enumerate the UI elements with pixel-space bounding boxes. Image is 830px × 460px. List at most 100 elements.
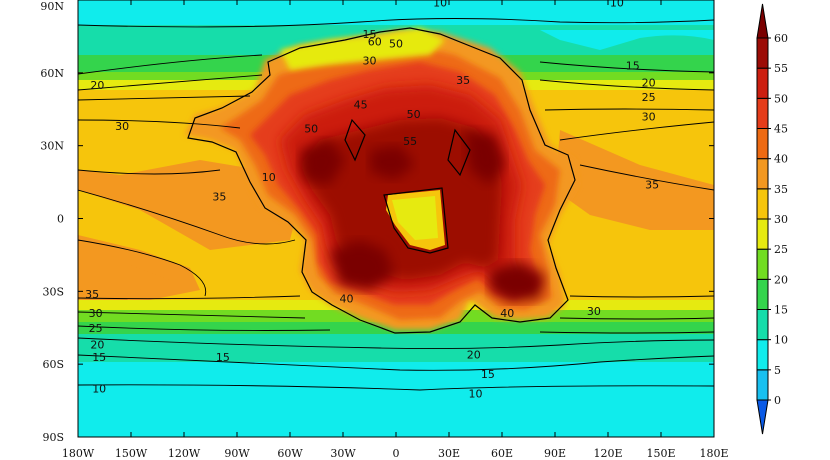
colorbar-label: 25 <box>774 243 788 256</box>
contour-label-text: 15 <box>92 351 106 364</box>
contour-label-text: 20 <box>90 339 104 352</box>
x-tick-label: 90W <box>224 447 250 460</box>
contour-label-text: 40 <box>340 293 354 306</box>
contour-label-text: 10 <box>262 171 276 184</box>
contour-label: 35 <box>85 288 99 301</box>
contour-label: 40 <box>340 293 354 306</box>
colorbar-swatch <box>756 278 769 311</box>
colorbar-label: 30 <box>774 213 788 226</box>
x-tick-label: 60W <box>277 447 303 460</box>
colorbar-lower-extension <box>756 399 769 435</box>
contour-label: 30 <box>115 120 129 133</box>
x-tick-label: 60E <box>491 447 513 460</box>
contour-label-text: 35 <box>212 191 226 204</box>
contour-label-text: 50 <box>407 108 421 121</box>
contour-label: 30 <box>89 307 103 320</box>
contour-label-text: 45 <box>354 98 368 111</box>
colorbar-label: 15 <box>774 304 788 317</box>
colorbar-upper-extension <box>756 3 769 39</box>
x-tick-label: 150E <box>646 447 675 460</box>
x-tick-label: 180E <box>699 447 728 460</box>
contour-label: 30 <box>642 111 656 124</box>
contour-label-text: 40 <box>500 307 514 320</box>
colorbar-swatch <box>756 158 769 190</box>
colorbar-swatch <box>756 188 769 220</box>
x-tick-label: 150W <box>115 447 148 460</box>
coastline <box>187 27 576 334</box>
colorbar-label: 40 <box>774 153 788 166</box>
contour-label: 20 <box>90 79 104 92</box>
colorbar-label: 5 <box>774 364 781 377</box>
contour-label-text: 10 <box>92 382 106 395</box>
x-tick-label: 30E <box>438 447 460 460</box>
contour-label-text: 15 <box>481 368 495 381</box>
colorbar-label: 45 <box>774 123 788 136</box>
contour-label-text: 55 <box>403 135 417 148</box>
contour-label: 20 <box>467 348 481 361</box>
y-axis: 90N 60N 30N 0 30S 60S 90S <box>40 0 714 444</box>
x-tick-label: 180W <box>62 447 95 460</box>
contour-label-text: 15 <box>216 351 230 364</box>
contour-label: 35 <box>212 191 226 204</box>
y-tick-label: 90S <box>42 431 64 444</box>
contour-label-text: 30 <box>89 307 103 320</box>
contour-label-text: 60 <box>368 35 382 48</box>
contour-label: 45 <box>354 98 368 111</box>
colorbar-swatch <box>756 369 769 401</box>
contour-label: 20 <box>90 339 104 352</box>
colorbar-swatch <box>756 37 769 69</box>
y-tick-label: 90N <box>40 0 64 13</box>
contour-label-text: 10 <box>610 0 624 9</box>
contour-labels: 1010101010151515151520202020252530303030… <box>85 0 659 400</box>
colorbar-label: 60 <box>774 32 788 45</box>
y-tick-label: 30N <box>40 140 64 153</box>
colorbar-swatch <box>756 339 769 371</box>
contour-label: 10 <box>92 382 106 395</box>
x-tick-label: 30W <box>330 447 356 460</box>
contour-label: 30 <box>587 305 601 318</box>
contour-label: 25 <box>642 91 656 104</box>
colorbar-label: 55 <box>774 62 788 75</box>
y-tick-label: 60S <box>42 358 64 371</box>
contour-label-text: 30 <box>587 305 601 318</box>
contour-label: 35 <box>645 179 659 192</box>
contour-label: 20 <box>642 77 656 90</box>
contour-label-text: 20 <box>467 348 481 361</box>
contour-label: 10 <box>610 0 624 9</box>
contour-label: 50 <box>389 38 403 51</box>
colorbar-label: 10 <box>774 334 788 347</box>
x-tick-label: 0 <box>393 447 400 460</box>
colorbar-label: 0 <box>774 394 781 407</box>
contour-label-text: 15 <box>626 60 640 73</box>
contour-label-text: 15 <box>363 28 377 41</box>
x-tick-label: 120E <box>593 447 622 460</box>
continent-heat <box>185 28 578 330</box>
contour-label: 55 <box>403 135 417 148</box>
contour-label: 25 <box>89 322 103 335</box>
contour-label: 10 <box>433 0 447 9</box>
contour-label-text: 10 <box>469 387 483 400</box>
contour-label: 40 <box>500 307 514 320</box>
contour-label: 60 <box>368 35 382 48</box>
colorbar-swatch <box>756 128 769 160</box>
colorbar-swatch <box>756 218 769 250</box>
y-tick-label: 0 <box>57 213 64 226</box>
contour-label-text: 30 <box>115 120 129 133</box>
x-axis: 180W 150W 120W 90W 60W 30W 0 30E 60E 90E 120E 150E 1… <box>62 0 729 460</box>
colorbar-swatch <box>756 97 769 130</box>
x-tick-label: 120W <box>168 447 201 460</box>
contour-label-text: 50 <box>389 38 403 51</box>
warm-pools <box>78 30 714 300</box>
contour-label: 15 <box>481 368 495 381</box>
contour-label: 50 <box>407 108 421 121</box>
contour-label: 15 <box>92 351 106 364</box>
colorbar-swatch <box>756 248 769 280</box>
contour-lines <box>78 18 714 391</box>
contour-label-text: 35 <box>85 288 99 301</box>
contour-label: 10 <box>469 387 483 400</box>
contour-label: 15 <box>363 28 377 41</box>
y-tick-label: 60N <box>40 67 64 80</box>
contour-label-text: 25 <box>642 91 656 104</box>
contour-label: 15 <box>626 60 640 73</box>
